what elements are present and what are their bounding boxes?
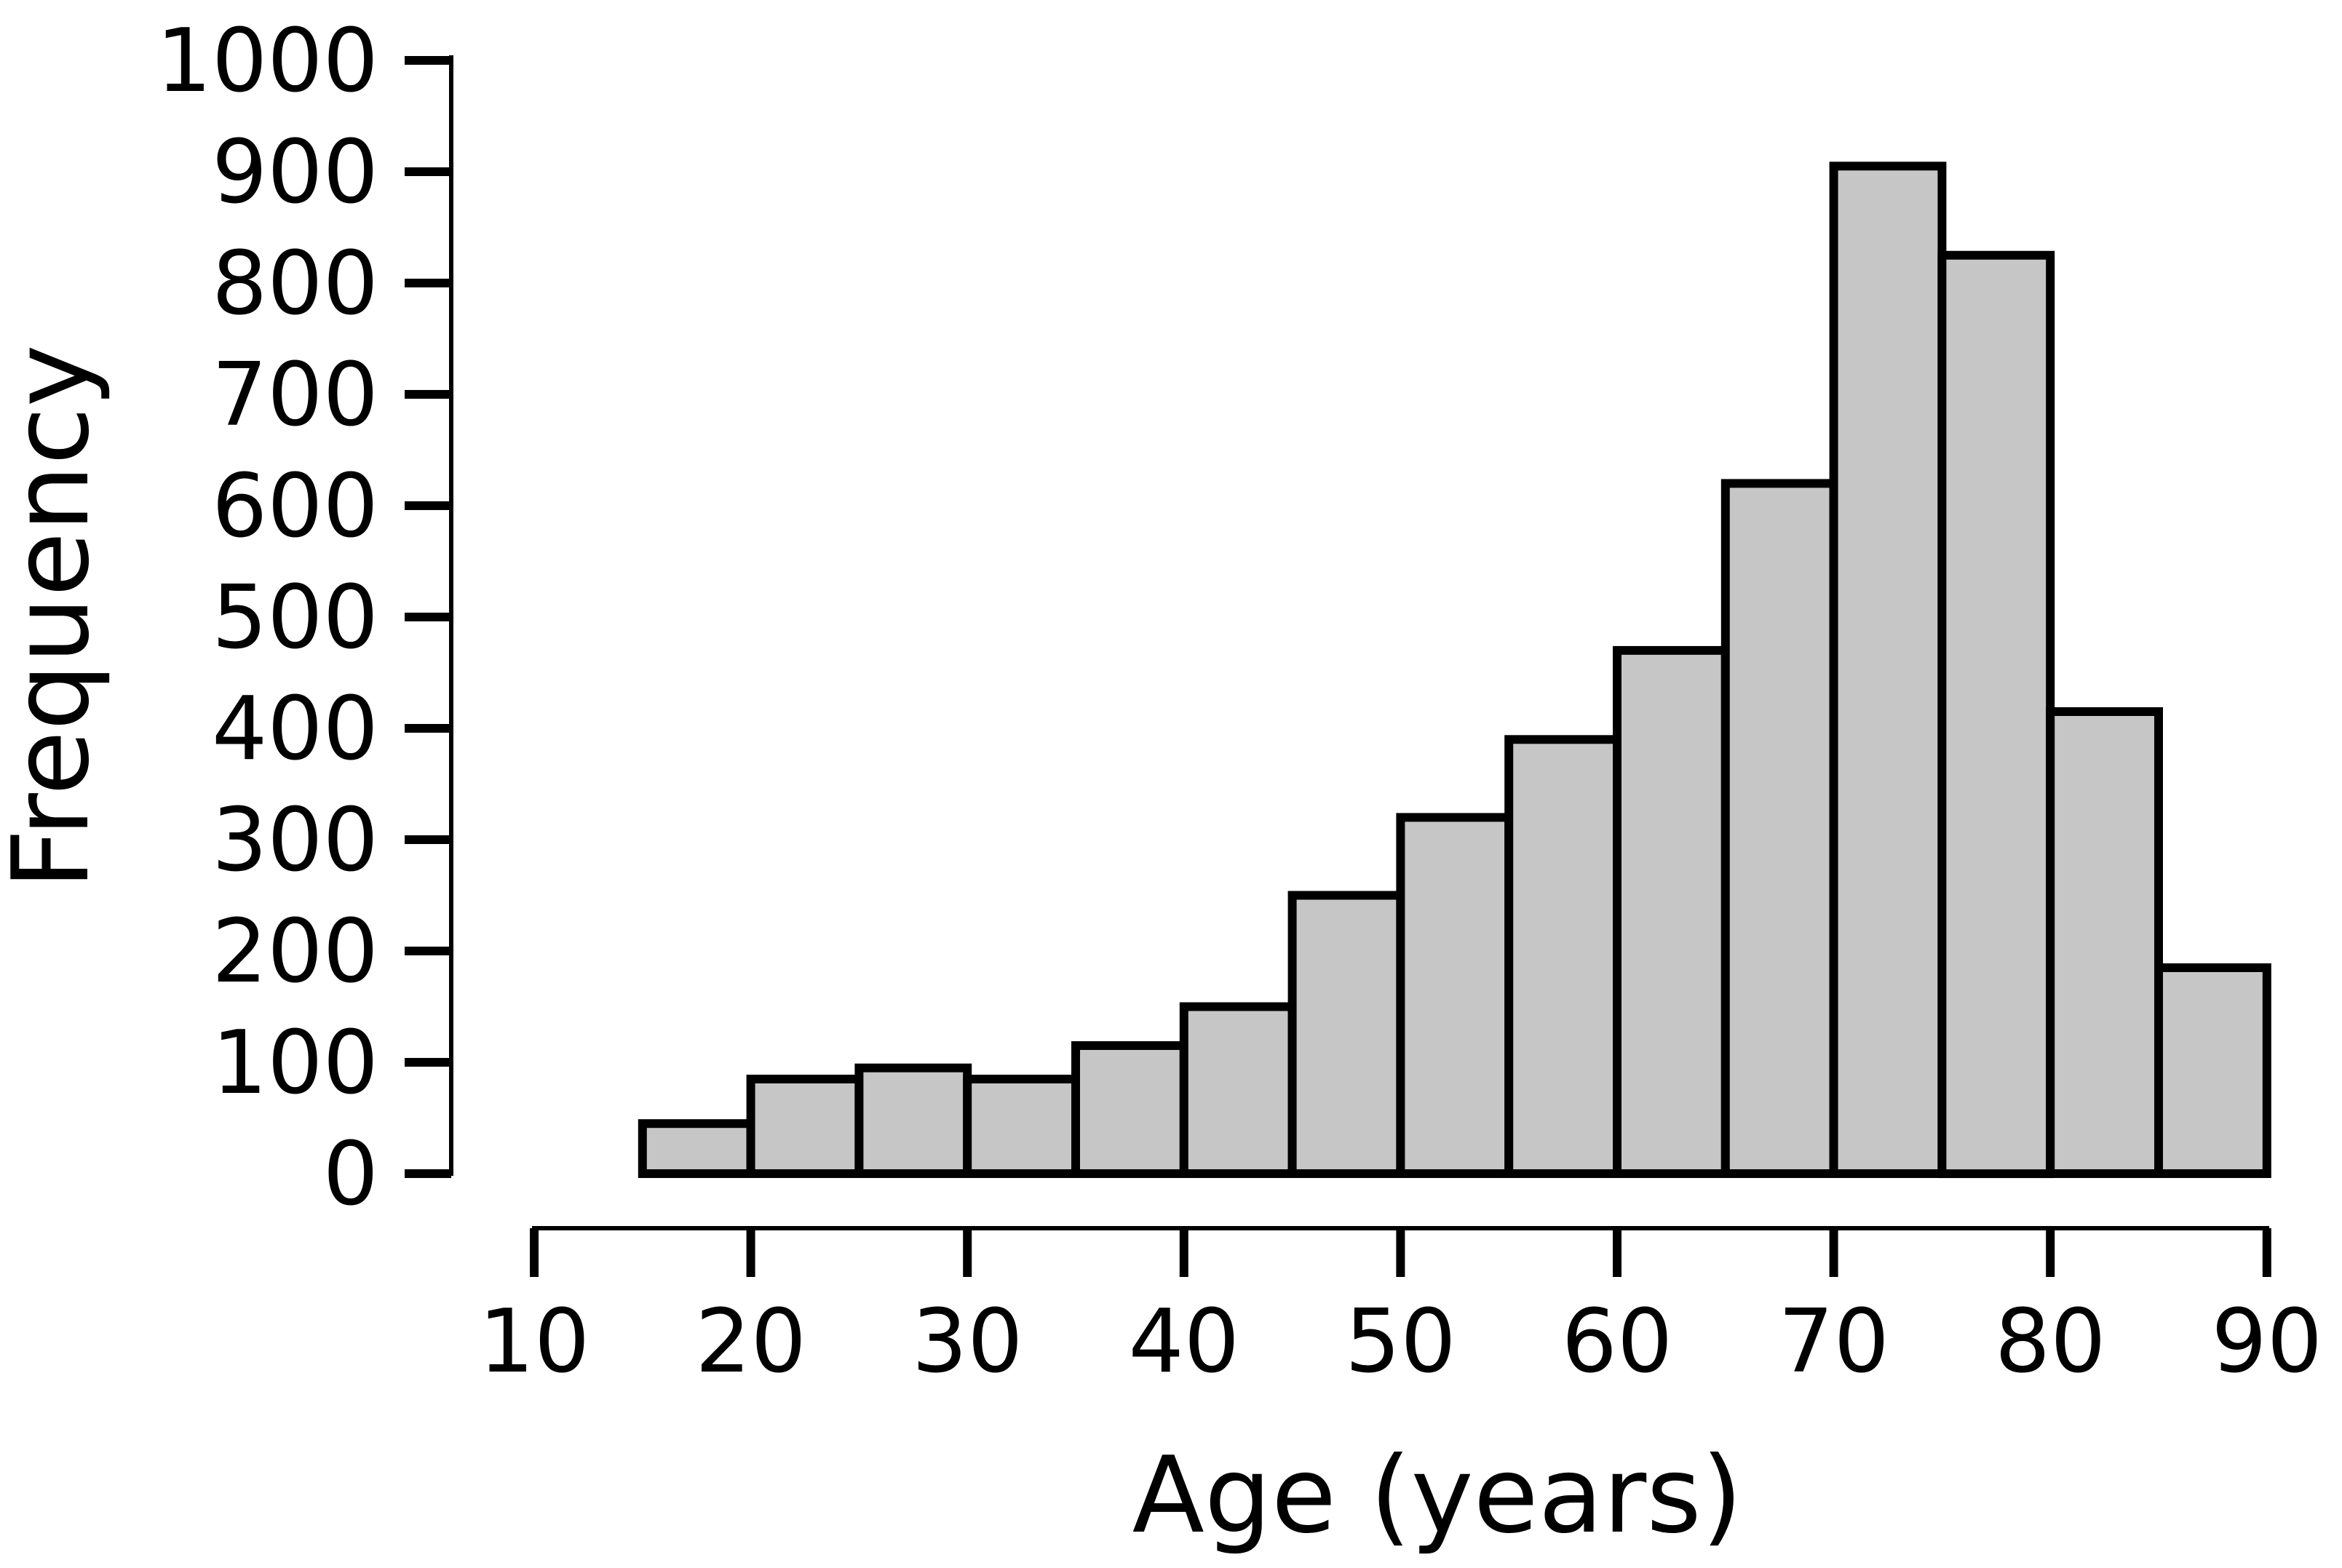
histogram-bar <box>1071 1041 1188 1178</box>
x-tick-label: 30 <box>912 1292 1023 1393</box>
x-tick-label: 10 <box>479 1292 590 1393</box>
x-tick-label: 70 <box>1778 1292 1889 1393</box>
y-tick-label: 300 <box>212 790 378 891</box>
y-tick-label: 400 <box>212 679 378 780</box>
histogram-bar <box>1179 1002 1297 1178</box>
histogram-bar <box>854 1063 972 1178</box>
x-tick-label: 20 <box>695 1292 806 1393</box>
x-axis-title: Age (years) <box>1132 1434 1743 1557</box>
histogram-bar <box>1613 645 1730 1178</box>
histogram-bar <box>963 1075 1080 1178</box>
y-tick-label: 800 <box>212 234 378 335</box>
y-tick-label: 500 <box>212 568 378 669</box>
histogram-bar <box>1287 891 1405 1178</box>
y-tick-label: 1000 <box>156 11 378 112</box>
y-axis-title: Frequency <box>0 344 113 889</box>
histogram-bar <box>2154 963 2271 1178</box>
histogram-bar <box>638 1119 755 1178</box>
x-ticks-group: 10 20 30 40 50 60 70 80 90 <box>479 1228 2322 1393</box>
x-tick-label: 90 <box>2211 1292 2322 1393</box>
histogram-bar <box>746 1075 864 1178</box>
histogram-bar <box>2046 707 2163 1178</box>
histogram-bar <box>1720 479 1838 1178</box>
y-tick-label: 700 <box>212 345 378 446</box>
x-tick-label: 50 <box>1345 1292 1456 1393</box>
histogram-bar <box>1396 813 1514 1179</box>
y-tick-label: 600 <box>212 456 378 557</box>
x-tick-label: 60 <box>1562 1292 1673 1393</box>
y-tick-label: 200 <box>212 902 378 1003</box>
y-tick-label: 900 <box>212 122 378 223</box>
x-tick-label: 40 <box>1128 1292 1239 1393</box>
bars-group <box>638 162 2271 1179</box>
histogram-bar <box>1829 162 1947 1178</box>
y-tick-label: 100 <box>212 1013 378 1114</box>
y-tick-label: 0 <box>323 1124 378 1225</box>
histogram-bar <box>1937 250 2055 1179</box>
histogram-bar <box>1504 735 1621 1178</box>
x-tick-label: 80 <box>1995 1292 2106 1393</box>
